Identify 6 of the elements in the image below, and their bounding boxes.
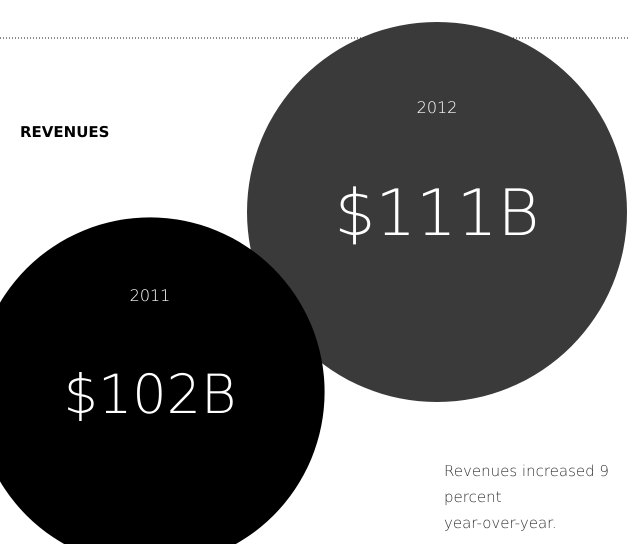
text: REVENUES [20,123,110,141]
category-label: 2012 [416,98,458,118]
data-label: $111B [334,176,540,251]
category-label: 2011 [130,286,170,306]
text: Revenues increased 9 percent year-over-year. [444,462,609,532]
data-label: $102B [64,362,236,426]
